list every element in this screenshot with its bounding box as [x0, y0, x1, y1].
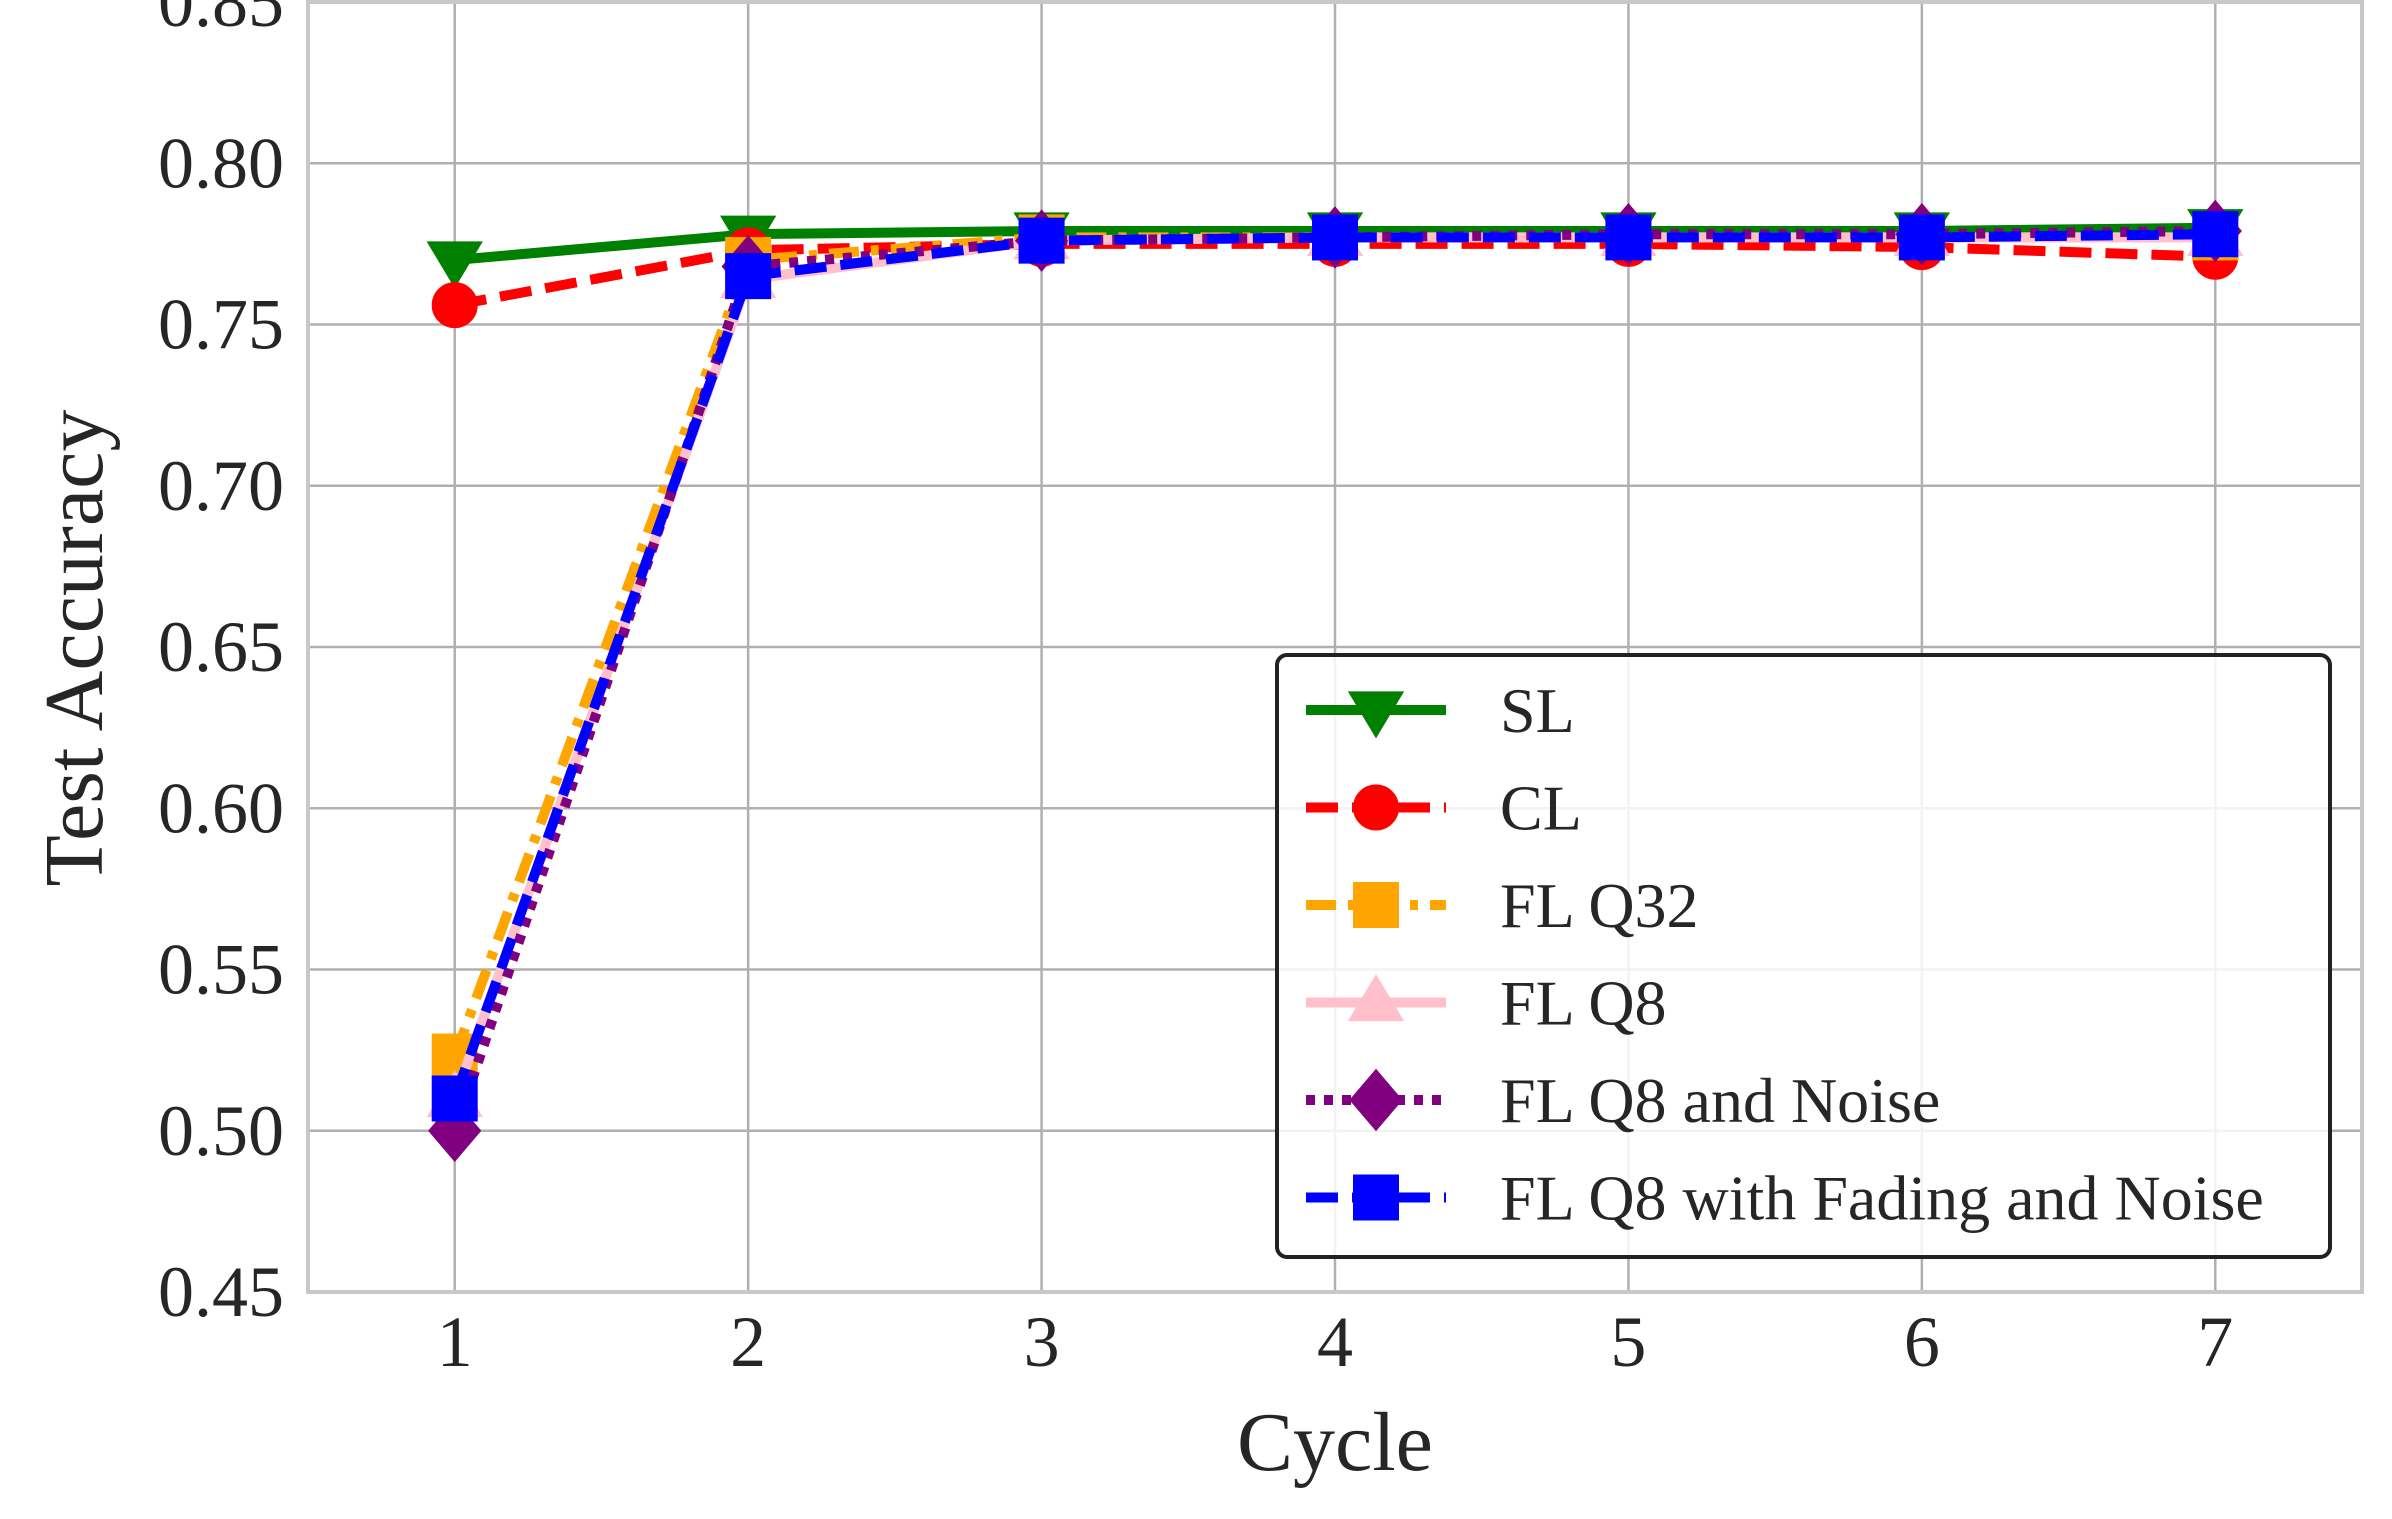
data-point: [1898, 214, 1945, 261]
x-tick-label: 3: [1024, 1302, 1060, 1382]
data-point: [431, 1075, 478, 1122]
legend-label: FL Q8 and Noise: [1500, 1065, 1940, 1136]
legend-label: FL Q8 with Fading and Noise: [1500, 1163, 2264, 1234]
legend-marker: [1353, 1174, 1399, 1221]
plot-frame: [306, 0, 2364, 1294]
legend-item: SL: [1306, 675, 1575, 746]
data-point: [1312, 214, 1358, 261]
x-tick-label: 7: [2197, 1302, 2233, 1382]
series-layer: [426, 199, 2244, 1162]
x-tick-label: 1: [437, 1302, 473, 1382]
tick-labels: 0.45 0.50 0.55 0.60 0.65 0.70 0.75 0.80 0.85 1 2 3 4…: [158, 0, 2233, 1382]
legend-item: FL Q32: [1306, 870, 1699, 941]
legend-marker: [1353, 784, 1399, 831]
y-tick-label: 0.60: [158, 768, 284, 848]
legend-item: CL: [1306, 773, 1582, 844]
legend-label: FL Q32: [1500, 870, 1699, 941]
legend-marker: [1347, 691, 1405, 739]
y-tick-label: 0.55: [158, 930, 284, 1010]
series-fl-q8-with-fading-and-noise: [431, 211, 2239, 1122]
legend-marker: [1353, 882, 1399, 928]
x-tick-label: 5: [1610, 1302, 1646, 1382]
x-tick-label: 2: [730, 1302, 766, 1382]
y-axis-label: Test Accuracy: [28, 410, 121, 887]
y-tick-label: 0.45: [158, 1252, 284, 1332]
y-tick-label: 0.50: [158, 1091, 284, 1171]
legend-item: FL Q8: [1306, 968, 1667, 1039]
data-point: [431, 282, 478, 329]
x-tick-label: 4: [1317, 1302, 1353, 1382]
data-point: [1605, 214, 1652, 261]
legend-marker: [1349, 1068, 1403, 1132]
data-point: [1018, 217, 1065, 264]
data-point: [725, 253, 772, 300]
legend-marker: [1347, 974, 1405, 1022]
legend: SL CL FL Q32 FL Q8 FL Q8 and Noise FL Q8 with…: [1275, 653, 2332, 1259]
legend-item: FL Q8 with Fading and Noise: [1306, 1163, 2264, 1234]
legend-frame: [1275, 653, 2332, 1259]
data-point: [426, 241, 483, 289]
x-tick-label: 6: [1904, 1302, 1940, 1382]
x-axis-label: Cycle: [1237, 1396, 1433, 1489]
y-tick-label: 0.75: [158, 285, 284, 365]
data-point: [2192, 211, 2239, 258]
legend-label: FL Q8: [1500, 968, 1667, 1039]
legend-label: SL: [1500, 675, 1575, 746]
y-tick-label: 0.65: [158, 607, 284, 687]
y-tick-label: 0.70: [158, 446, 284, 526]
y-tick-label: 0.80: [158, 123, 284, 203]
y-tick-label: 0.85: [158, 0, 284, 42]
legend-items: SL CL FL Q32 FL Q8 FL Q8 and Noise FL Q8 with…: [1306, 675, 2264, 1234]
legend-label: CL: [1500, 773, 1582, 844]
legend-item: FL Q8 and Noise: [1306, 1065, 1940, 1136]
